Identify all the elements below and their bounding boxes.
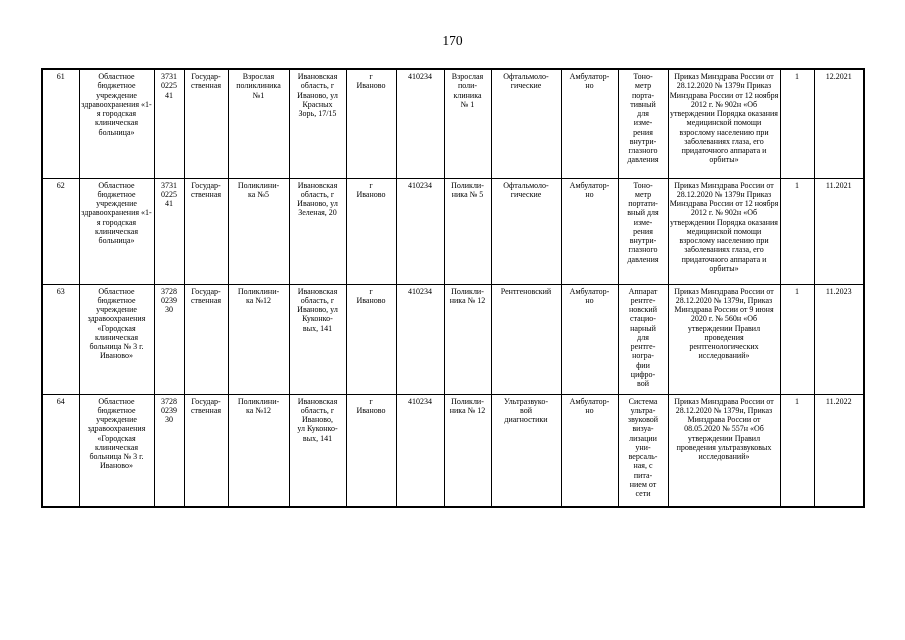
cell-index: 61 [41,68,80,179]
table-row: 63 Областное бюджетное учреждение здраво… [41,283,865,395]
cell-equipment-type: Рентгеновский [490,283,562,395]
page-number: 170 [442,33,463,48]
cell-org-name: Областное бюджетное учреждение здравоохр… [78,283,155,395]
cell-equipment-type: Ультразвуко- вой диагностики [490,393,562,508]
cell-quantity: 1 [779,68,815,179]
cell-code-2: 410234 [395,177,445,285]
cell-division-2: Поликли- ника № 5 [443,177,492,285]
cell-address: Ивановская область, г Иваново, ул Куконк… [288,283,347,395]
cell-ownership-form: Государ- ственная [183,283,229,395]
cell-city: г Иваново [345,68,397,179]
cell-care-mode: Амбулатор- но [560,177,619,285]
cell-index: 64 [41,393,80,508]
cell-care-mode: Амбулатор- но [560,283,619,395]
cell-ownership-form: Государ- ственная [183,68,229,179]
cell-equipment-type: Офтальмоло- гические [490,177,562,285]
cell-date: 11.2021 [813,177,865,285]
cell-code: 3731 0225 41 [153,177,185,285]
cell-address: Ивановская область, г Иваново, ул Куконк… [288,393,347,508]
cell-org-name: Областное бюджетное учреждение здравоохр… [78,177,155,285]
cell-division-2: Взрослая поли- клиника № 1 [443,68,492,179]
cell-address: Ивановская область, г Иваново, ул Зелена… [288,177,347,285]
cell-index: 63 [41,283,80,395]
cell-division: Поликлини- ка №12 [227,283,290,395]
cell-quantity: 1 [779,283,815,395]
cell-order-basis: Приказ Минздрава России от 28.12.2020 № … [667,177,781,285]
cell-care-mode: Амбулатор- но [560,68,619,179]
cell-date: 11.2023 [813,283,865,395]
cell-ownership-form: Государ- ственная [183,177,229,285]
table-row: 61 Областное бюджетное учреждение здраво… [41,68,865,179]
cell-order-basis: Приказ Минздрава России от 28.12.2020 № … [667,68,781,179]
cell-code-2: 410234 [395,393,445,508]
cell-care-mode: Амбулатор- но [560,393,619,508]
cell-org-name: Областное бюджетное учреждение здравоохр… [78,68,155,179]
medical-equipment-registry-table: 61 Областное бюджетное учреждение здраво… [41,68,865,508]
cell-equipment-name: Аппарат рентге- новский стацио- нарный д… [617,283,669,395]
cell-code: 3731 0225 41 [153,68,185,179]
cell-division-2: Поликли- ника № 12 [443,283,492,395]
cell-code: 3728 0239 30 [153,393,185,508]
cell-division-2: Поликли- ника № 12 [443,393,492,508]
cell-equipment-name: Система ультра- звуковой визуа- лизации … [617,393,669,508]
cell-city: г Иваново [345,393,397,508]
cell-equipment-type: Офтальмоло- гические [490,68,562,179]
cell-order-basis: Приказ Минздрава России от 28.12.2020 № … [667,393,781,508]
cell-code-2: 410234 [395,68,445,179]
cell-org-name: Областное бюджетное учреждение здравоохр… [78,393,155,508]
cell-division: Взрослая поликлиника №1 [227,68,290,179]
cell-quantity: 1 [779,177,815,285]
cell-quantity: 1 [779,393,815,508]
cell-equipment-name: Тоно- метр порта- тивный для изме- рения… [617,68,669,179]
cell-ownership-form: Государ- ственная [183,393,229,508]
cell-division: Поликлини- ка №12 [227,393,290,508]
cell-date: 12.2021 [813,68,865,179]
table-row: 62 Областное бюджетное учреждение здраво… [41,177,865,285]
cell-order-basis: Приказ Минздрава России от 28.12.2020 № … [667,283,781,395]
cell-code: 3728 0239 30 [153,283,185,395]
table-row: 64 Областное бюджетное учреждение здраво… [41,393,865,508]
cell-date: 11.2022 [813,393,865,508]
cell-city: г Иваново [345,177,397,285]
cell-index: 62 [41,177,80,285]
cell-city: г Иваново [345,283,397,395]
cell-equipment-name: Тоно- метр портати- вный для изме- рения… [617,177,669,285]
cell-division: Поликлини- ка №5 [227,177,290,285]
cell-code-2: 410234 [395,283,445,395]
cell-address: Ивановская область, г Иваново, ул Красны… [288,68,347,179]
